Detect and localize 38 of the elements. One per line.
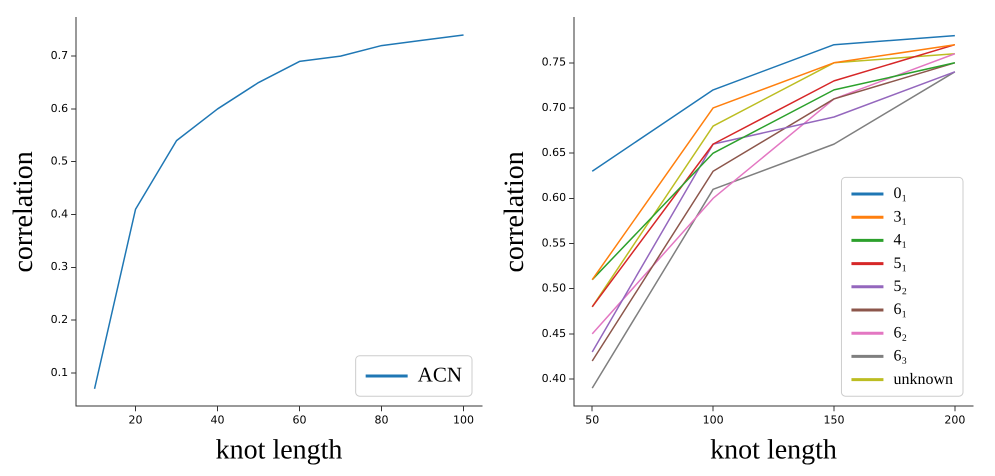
legend-label: 6₂ <box>893 324 908 342</box>
y-tick-label: 0.2 <box>50 312 68 326</box>
y-tick-label: 0.75 <box>542 56 566 69</box>
y-axis-title: correlation <box>8 151 40 273</box>
y-tick-label: 0.1 <box>50 366 68 379</box>
x-tick-label: 100 <box>453 414 474 427</box>
legend-label: 4₁ <box>893 232 908 249</box>
y-tick-label: 0.55 <box>542 236 566 250</box>
y-tick-label: 0.4 <box>50 207 68 220</box>
x-tick-label: 80 <box>374 414 389 427</box>
legend-label: 3₁ <box>893 208 908 226</box>
y-tick-label: 0.3 <box>50 260 68 274</box>
x-axis-title: knot length <box>216 434 342 466</box>
y-tick-label: 0.7 <box>50 49 68 62</box>
y-tick-label: 0.50 <box>542 282 566 295</box>
x-tick-label: 200 <box>944 414 966 427</box>
y-tick-label: 0.40 <box>542 372 566 385</box>
x-axis-title: knot length <box>710 434 837 466</box>
y-tick-label: 0.45 <box>542 326 566 340</box>
x-tick-label: 100 <box>702 414 724 427</box>
legend-label: 6₁ <box>893 301 908 318</box>
x-tick-label: 60 <box>292 414 307 427</box>
x-tick-label: 40 <box>210 414 225 427</box>
legend-label: unknown <box>893 370 954 388</box>
legend-label: ACN <box>418 362 462 386</box>
x-tick-label: 20 <box>128 414 143 427</box>
legend-label: 0₁ <box>893 185 908 202</box>
y-tick-label: 0.65 <box>542 146 566 160</box>
legend-label: 5₁ <box>893 254 908 272</box>
x-tick-label: 150 <box>823 414 844 427</box>
y-axis-title: correlation <box>499 151 530 273</box>
legend-label: 5₂ <box>893 278 908 296</box>
y-tick-label: 0.5 <box>50 154 68 168</box>
x-tick-label: 50 <box>585 414 600 427</box>
y-tick-label: 0.6 <box>50 102 68 115</box>
y-tick-label: 0.60 <box>542 191 566 204</box>
y-tick-label: 0.70 <box>542 100 566 114</box>
legend-label: 6₃ <box>893 348 908 365</box>
